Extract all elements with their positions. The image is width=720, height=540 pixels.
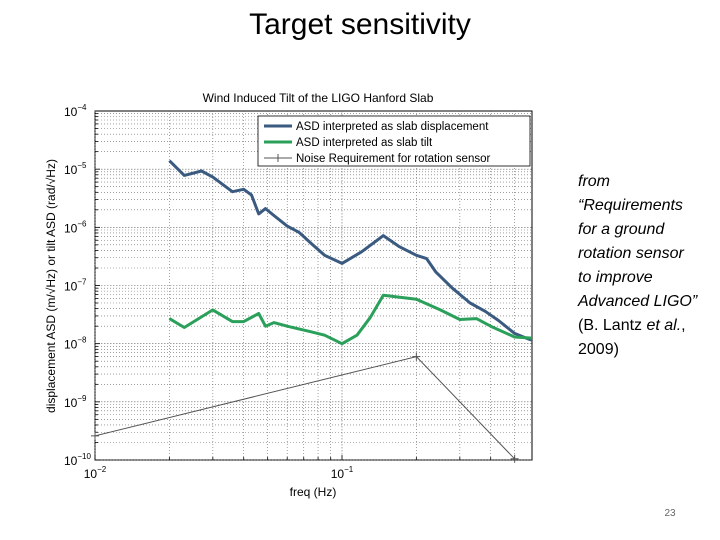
legend-box bbox=[257, 115, 531, 167]
legend: ASD interpreted as slab displacement ASD… bbox=[257, 115, 531, 167]
y-tick-label: 10−6 bbox=[64, 219, 87, 235]
caption-comma: , bbox=[681, 317, 686, 334]
y-tick-label: 10−10 bbox=[64, 452, 91, 468]
caption-etal: et al. bbox=[646, 317, 682, 334]
y-tick-label: 10−7 bbox=[64, 278, 87, 294]
caption-line: to improve bbox=[578, 269, 653, 286]
caption-line: from bbox=[578, 173, 610, 190]
requirement-point bbox=[412, 352, 421, 361]
tick-labels: 10−2 10−1 10−10 10−9 10−8 10−7 10−6 10−5 10−4 bbox=[64, 103, 354, 481]
caption-author: (B. Lantz bbox=[578, 317, 647, 334]
y-tick-label: 10−9 bbox=[64, 394, 87, 410]
y-axis-label: displacement ASD (m/√Hz) or tilt ASD (ra… bbox=[44, 159, 58, 413]
legend-label-requirement: Noise Requirement for rotation sensor bbox=[296, 153, 490, 165]
source-caption: from “Requirements for a ground rotation… bbox=[578, 170, 713, 362]
series-slab-displacement bbox=[168, 159, 532, 342]
caption-line: for a ground bbox=[578, 221, 665, 238]
tick-marks bbox=[94, 113, 516, 461]
chart-axes bbox=[94, 110, 533, 461]
page-number: 23 bbox=[664, 508, 676, 519]
requirement-point bbox=[91, 431, 99, 440]
y-tick-label: 10−5 bbox=[64, 161, 87, 177]
x-axis-label: freq (Hz) bbox=[290, 485, 337, 499]
caption-year: 2009) bbox=[578, 341, 619, 358]
caption-citation: (B. Lantz et al., bbox=[578, 314, 713, 338]
chart-title: Wind Induced Tilt of the LIGO Hanford Sl… bbox=[203, 91, 434, 105]
series-slab-tilt bbox=[168, 293, 532, 346]
caption-line: Advanced LIGO” bbox=[578, 293, 698, 310]
x-tick-label: 10−2 bbox=[84, 465, 107, 481]
legend-label-displacement: ASD interpreted as slab displacement bbox=[296, 121, 489, 133]
caption-line: “Requirements bbox=[578, 197, 683, 214]
legend-label-tilt: ASD interpreted as slab tilt bbox=[296, 137, 433, 149]
requirement-point bbox=[510, 454, 519, 463]
series-layer bbox=[91, 159, 532, 463]
x-tick-label: 10−1 bbox=[331, 465, 354, 481]
y-tick-label: 10−4 bbox=[64, 103, 87, 119]
slide-title: Target sensitivity bbox=[249, 8, 471, 41]
y-tick-label: 10−8 bbox=[64, 336, 87, 352]
caption-line: rotation sensor bbox=[578, 245, 684, 262]
